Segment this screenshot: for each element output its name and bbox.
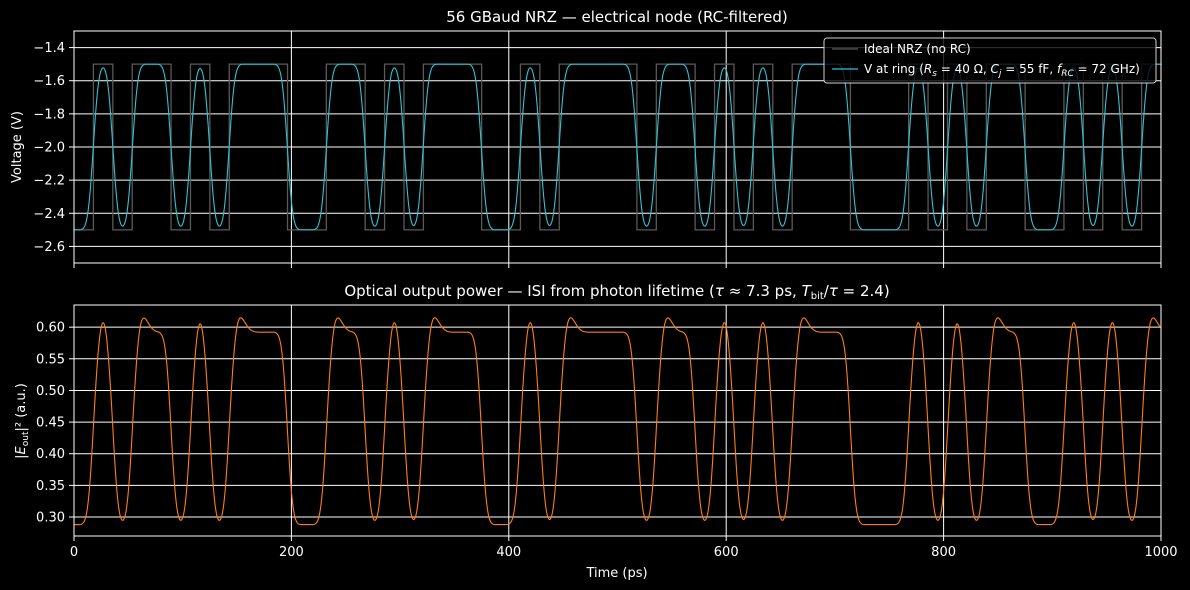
y-tick-label: −1.8 [33,107,65,122]
ring-voltage-trace [74,63,1161,231]
x-tick-label: 1000 [1144,545,1177,560]
bottom-axes-frame [73,304,1162,537]
y-tick-label: 0.40 [36,447,65,462]
x-tick-label: 800 [931,545,956,560]
top-y-axis-label: Voltage (V) [10,111,25,183]
y-tick-label: −2.4 [33,207,65,222]
y-tick-label: −2.0 [33,141,65,156]
bottom-title: Optical output power — ISI from photon l… [344,282,889,302]
y-tick-label: 0.60 [36,321,65,336]
bottom-grid [73,305,1162,536]
legend-ring-label: V at ring (Rs = 40 Ω, Cj = 55 fF, fRC = … [864,62,1140,79]
ring-voltage-line [74,63,1161,231]
top-x-ticks [73,263,1162,268]
y-tick-label: 0.50 [36,384,65,399]
x-tick-label: 200 [279,545,304,560]
top-title: 56 GBaud NRZ — electrical node (RC-filte… [446,8,787,26]
bottom-panel: Optical output power — ISI from photon l… [14,282,1178,581]
top-panel: 56 GBaud NRZ — electrical node (RC-filte… [10,8,1162,268]
bottom-x-ticks: 0 200 400 600 800 1000 [70,536,1178,560]
y-tick-label: −2.2 [33,174,65,189]
y-tick-label: −1.6 [33,74,65,89]
x-tick-label: 0 [70,545,78,560]
legend-ideal-label: Ideal NRZ (no RC) [864,42,971,56]
legend: Ideal NRZ (no RC) V at ring (Rs = 40 Ω, … [823,37,1157,84]
bottom-x-axis-label: Time (ps) [585,566,647,581]
bottom-y-axis-label: |Eout|² (a.u.) [14,383,31,459]
y-tick-label: 0.45 [36,416,65,431]
x-tick-label: 400 [496,545,521,560]
x-tick-label: 600 [714,545,739,560]
top-y-ticks: −2.6 −2.4 −2.2 −2.0 −1.8 −1.6 −1.4 [33,41,74,255]
optical-power-trace [74,317,1162,526]
y-tick-label: −2.6 [33,240,65,255]
y-tick-label: 0.55 [36,352,65,367]
y-tick-label: −1.4 [33,41,65,56]
y-tick-label: 0.35 [36,479,65,494]
y-tick-label: 0.30 [36,511,65,526]
optical-power-line [74,317,1162,526]
bottom-y-ticks: 0.30 0.35 0.40 0.45 0.50 0.55 0.60 [36,321,74,526]
legend-box [823,37,1157,84]
